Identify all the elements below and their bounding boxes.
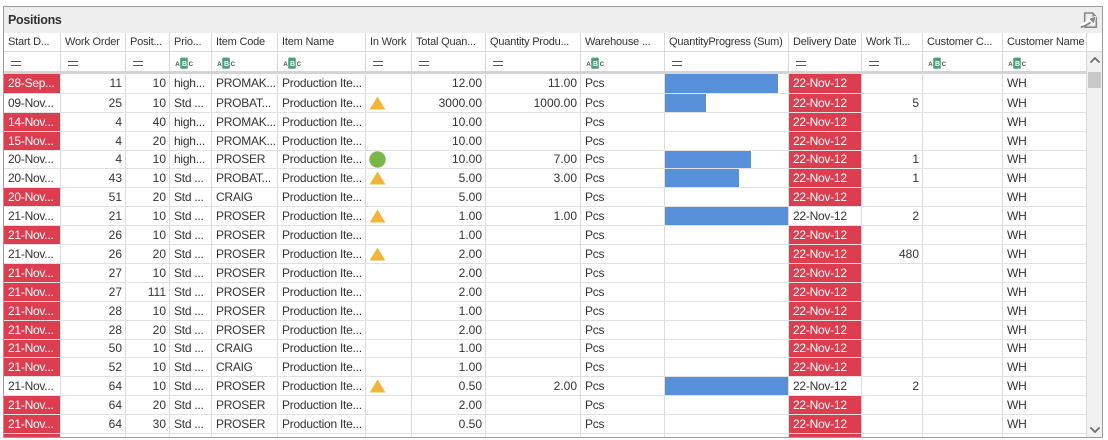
svg-text:B: B: [182, 61, 187, 68]
svg-text:C: C: [942, 61, 946, 68]
svg-text:B: B: [593, 61, 598, 68]
svg-text:A: A: [586, 61, 591, 68]
svg-text:A: A: [175, 61, 180, 68]
svg-text:A: A: [1008, 61, 1013, 68]
svg-text:B: B: [290, 61, 295, 68]
svg-text:A: A: [283, 61, 288, 68]
svg-text:B: B: [935, 61, 940, 68]
svg-text:C: C: [1022, 61, 1026, 68]
svg-text:C: C: [231, 61, 235, 68]
svg-text:C: C: [600, 61, 604, 68]
svg-text:B: B: [224, 61, 229, 68]
svg-text:C: C: [297, 61, 301, 68]
svg-text:C: C: [189, 61, 193, 68]
svg-text:B: B: [1015, 61, 1020, 68]
svg-text:A: A: [217, 61, 222, 68]
svg-text:A: A: [928, 61, 933, 68]
